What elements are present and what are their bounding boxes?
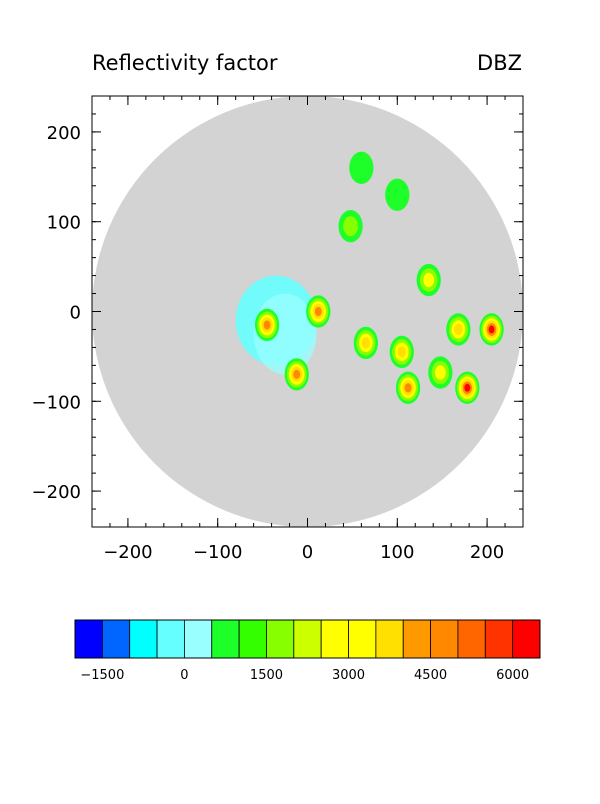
- echo-cell: [254, 308, 280, 342]
- echo-contour: [349, 151, 374, 184]
- echo-cell: [428, 356, 453, 389]
- x-tick-label: −200: [103, 542, 152, 563]
- colorbar-swatch: [375, 619, 404, 659]
- echo-cell: [416, 263, 441, 297]
- x-tick-label: 0: [302, 542, 313, 563]
- echo-contour: [361, 337, 371, 349]
- x-tick-label: −100: [193, 542, 242, 563]
- y-tick-label: 200: [47, 123, 81, 144]
- colorbar-label: −1500: [80, 668, 124, 683]
- colorbar-swatch: [320, 619, 349, 659]
- y-tick-label: −200: [32, 482, 81, 503]
- colorbar-frame: [74, 619, 541, 659]
- echo-cell: [446, 313, 471, 346]
- colorbar-swatch: [211, 619, 240, 659]
- x-tick-label: 200: [470, 542, 504, 563]
- echo-cell: [349, 151, 374, 184]
- echo-cell: [353, 326, 378, 360]
- echo-contour: [464, 383, 471, 392]
- colorbar-swatch: [184, 619, 213, 659]
- echo-cell: [395, 371, 421, 404]
- colorbar-label: 6000: [496, 668, 529, 683]
- colorbar: −1500 0 1500 3000 4500 6000: [74, 619, 541, 683]
- colorbar-swatch: [484, 619, 514, 659]
- colorbar-label: 0: [180, 668, 188, 683]
- chart-title: Reflectivity factor: [92, 51, 278, 75]
- echo-cell: [389, 335, 414, 369]
- y-tick-label: −100: [32, 392, 81, 413]
- colorbar-swatch: [129, 619, 158, 659]
- colorbar-swatch: [74, 619, 103, 659]
- echo-cell: [385, 178, 410, 211]
- colorbar-swatch: [238, 619, 267, 659]
- colorbar-swatch: [348, 619, 377, 659]
- y-tick-label: 100: [47, 213, 81, 234]
- colorbar-label: 4500: [414, 668, 447, 683]
- echo-contour: [263, 320, 271, 330]
- colorbar-swatch: [512, 619, 541, 659]
- echo-contour: [293, 369, 301, 379]
- colorbar-swatch: [457, 619, 486, 659]
- echo-contour: [454, 323, 463, 336]
- echo-contour: [314, 306, 322, 317]
- echo-cell: [479, 313, 504, 346]
- colorbar-swatch: [402, 619, 431, 659]
- colorbar-swatch: [101, 619, 131, 659]
- echo-contour: [435, 365, 446, 380]
- variable-label: DBZ: [477, 51, 522, 75]
- echo-cell: [338, 210, 363, 243]
- colorbar-swatch: [266, 619, 295, 659]
- colorbar-label: 1500: [250, 668, 283, 683]
- x-tick-label: 100: [380, 542, 414, 563]
- plot-area: −200 −100 0 100 200 200 100 0 −100 −200: [32, 95, 524, 563]
- echo-cell: [284, 358, 309, 391]
- colorbar-swatch: [156, 619, 185, 659]
- y-tick-label: 0: [70, 303, 81, 324]
- echo-cell: [455, 371, 480, 404]
- echo-contour: [423, 272, 435, 288]
- echo-contour: [404, 383, 412, 393]
- echo-contour: [488, 325, 495, 334]
- colorbar-label: 3000: [332, 668, 365, 683]
- echo-contour: [343, 216, 359, 237]
- echo-contour: [385, 178, 410, 211]
- echo-cell: [306, 295, 331, 328]
- echo-contour: [397, 346, 406, 358]
- colorbar-swatch: [293, 619, 322, 659]
- colorbar-swatch: [430, 619, 459, 659]
